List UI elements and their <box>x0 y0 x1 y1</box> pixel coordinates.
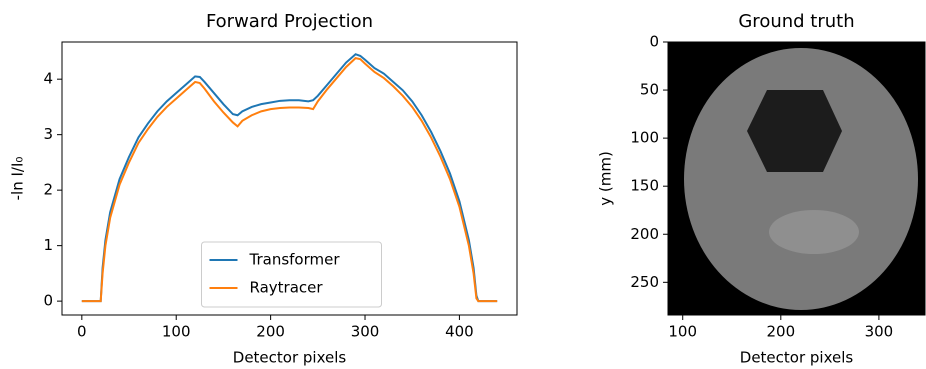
phantom-ellipse <box>769 210 859 254</box>
y-tick-label: 100 <box>630 129 659 147</box>
x-tick-label: 400 <box>445 323 474 341</box>
y-axis-label: y (mm) <box>597 151 615 206</box>
x-axis-label: Detector pixels <box>740 349 854 367</box>
phantom-hexagon <box>747 90 842 172</box>
x-axis-label: Detector pixels <box>233 349 347 367</box>
y-tick-label: 4 <box>43 70 53 88</box>
x-tick-label: 100 <box>668 323 697 341</box>
x-tick-label: 100 <box>162 323 191 341</box>
chart-title: Forward Projection <box>206 11 373 32</box>
y-axis-label: -ln I/I₀ <box>9 157 27 201</box>
phantom-image <box>668 42 925 315</box>
y-tick-label: 200 <box>630 225 659 243</box>
x-tick-label: 300 <box>865 323 894 341</box>
y-tick-label: 0 <box>649 33 659 51</box>
legend-label: Raytracer <box>250 279 324 297</box>
y-tick-label: 250 <box>630 273 659 291</box>
y-tick-label: 150 <box>630 177 659 195</box>
x-tick-label: 200 <box>256 323 285 341</box>
x-tick-label: 200 <box>766 323 795 341</box>
phantom-disk <box>684 48 918 310</box>
chart-title: Ground truth <box>738 11 854 32</box>
figure: Forward Projection Detector pixels -ln I/I… <box>0 0 926 369</box>
y-tick-label: 1 <box>43 236 53 254</box>
y-tick-label: 2 <box>43 181 53 199</box>
legend-label: Transformer <box>249 251 341 269</box>
x-tick-label: 0 <box>77 323 87 341</box>
y-tick-label: 3 <box>43 125 53 143</box>
y-tick-label: 0 <box>43 292 53 310</box>
x-tick-label: 300 <box>351 323 380 341</box>
y-tick-label: 50 <box>640 81 659 99</box>
